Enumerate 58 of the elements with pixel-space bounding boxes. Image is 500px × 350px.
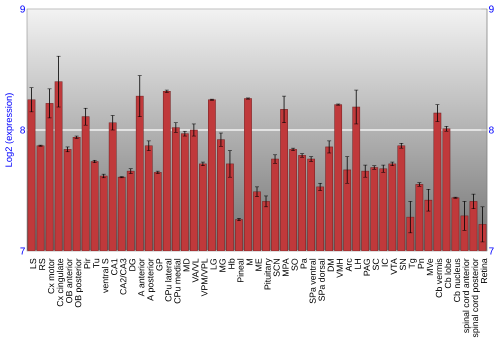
x-tick-label: A anterior: [138, 258, 144, 296]
x-tick-label: SCN: [273, 259, 280, 276]
x-tick-label: LH: [354, 259, 361, 269]
x-tick-label: Cb vermis: [436, 258, 442, 298]
x-tick-label: Tu: [93, 258, 100, 268]
x-tick-label: Cx motor: [48, 258, 54, 294]
x-tick-label: VMH: [336, 259, 343, 278]
y2-tick-label: 7: [489, 248, 494, 254]
y-tick-label: 8: [20, 126, 25, 134]
x-tick-label: Pituitary: [264, 258, 272, 290]
y-tick-label: 9: [20, 5, 25, 13]
x-tick-label: CA1: [111, 258, 118, 275]
x-tick-label: Retina: [480, 258, 488, 283]
x-tick-label: Hb: [228, 258, 235, 269]
x-tick-label: CA2/CA3: [120, 258, 126, 295]
x-tick-label: A posterior: [146, 258, 156, 301]
x-tick-label: CPu medial: [174, 258, 180, 304]
x-tick-label: spinal cord posterior: [472, 258, 480, 338]
x-tick-label: DG: [129, 258, 136, 271]
x-tick-label: SPa ventral: [309, 258, 316, 304]
x-tick-label: Pineal: [237, 258, 244, 282]
x-tick-label: SC: [372, 258, 379, 270]
x-tick-label: IC: [382, 258, 388, 266]
x-tick-label: Tg: [408, 258, 417, 268]
x-tick-label: Cb nucleus: [454, 258, 460, 302]
x-tick-label: CPu lateral: [165, 258, 172, 302]
x-tick-label: OB anterior: [66, 258, 72, 303]
x-tick-label: Pir: [84, 258, 90, 268]
x-tick-label: M: [246, 259, 253, 265]
x-tick-label: SPa dorsal: [318, 258, 325, 301]
x-tick-label: SN: [400, 259, 406, 270]
y2-tick-label: 8: [489, 126, 494, 134]
x-tick-label: Pa: [300, 258, 307, 268]
y-axis-title: Log2 (expression): [5, 93, 14, 167]
x-tick-label: VTA: [390, 258, 397, 275]
y2-tick-label: 9: [489, 5, 494, 13]
x-tick-label: LG: [210, 258, 217, 270]
x-tick-label: GP: [156, 258, 162, 271]
x-tick-label: Pn: [418, 258, 424, 268]
x-tick-label: Arc: [346, 258, 352, 272]
x-tick-label: PAG: [364, 258, 370, 276]
x-tick-label: MD: [183, 258, 190, 272]
x-tick-label: Cb lobe: [444, 258, 452, 288]
x-tick-label: LS: [30, 258, 36, 268]
x-tick-label: MPA: [282, 258, 289, 276]
x-tick-label: VPM/VPL: [201, 258, 208, 296]
x-tick-label: OB posterior: [74, 258, 84, 308]
y-tick-label: 7: [20, 248, 25, 254]
x-tick-label: MVe: [426, 258, 434, 276]
x-tick-label: Cx cingulate: [56, 258, 65, 306]
x-tick-label: spinal cord anterior: [462, 258, 471, 333]
x-tick-label: ventral S: [102, 258, 108, 293]
x-tick-label: DM: [328, 259, 334, 272]
x-tick-label: ME: [256, 258, 262, 271]
x-tick-label: SO: [292, 258, 298, 271]
x-tick-label: VA/VL: [192, 258, 199, 283]
x-tick-label: RS: [38, 258, 46, 270]
x-tick-label: MG: [219, 258, 226, 272]
